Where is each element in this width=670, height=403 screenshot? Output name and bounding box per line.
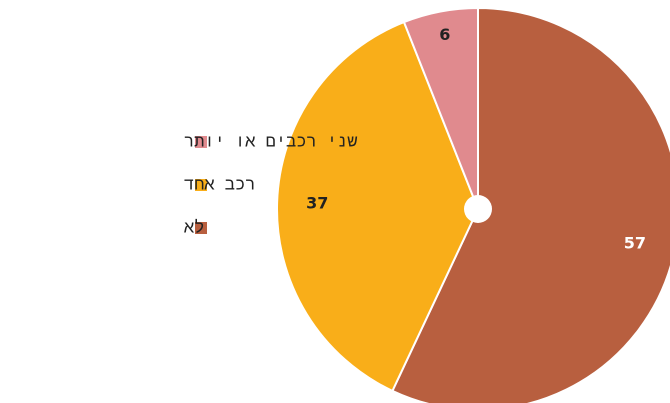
pie-slice	[391, 6, 670, 403]
pie-slice	[402, 6, 479, 210]
legend-label: רכב אחד	[184, 176, 255, 195]
legend-swatch	[195, 222, 207, 234]
value-label: 6	[439, 25, 450, 44]
legend-label: שני רכבים או יותר	[184, 133, 357, 152]
legend-swatch	[195, 179, 207, 191]
legend-label: לא	[184, 218, 204, 238]
center-hole	[464, 195, 492, 223]
legend-swatch	[195, 136, 207, 148]
pie-slice	[276, 20, 480, 393]
value-label: 37	[306, 193, 328, 212]
value-label: 57	[624, 234, 646, 253]
